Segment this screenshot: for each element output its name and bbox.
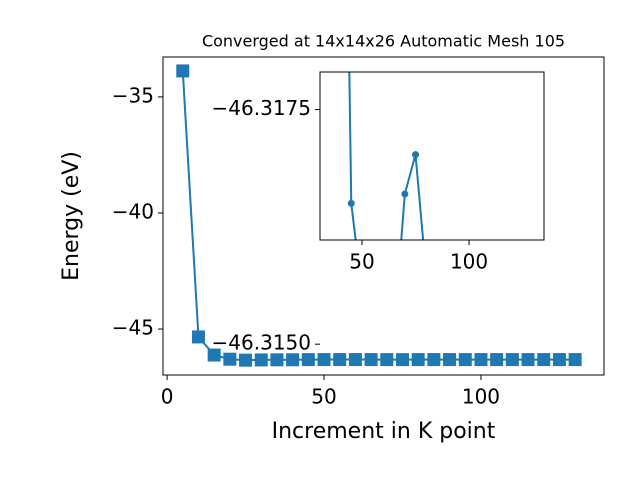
x-tick-label: 50 [311,385,336,409]
data-point [347,199,355,207]
data-point [443,353,457,367]
data-point [176,64,190,78]
y-tick-label: −45 [112,316,154,340]
y-tick-label: −40 [112,199,154,223]
plot-frame [162,56,605,376]
data-point [395,353,409,367]
plot-background [320,72,544,240]
data-point [191,330,205,344]
data-point [380,392,387,399]
data-point [568,353,582,367]
data-point [412,151,420,159]
data-point [537,353,551,367]
data-point [490,353,504,367]
plot-frame [319,71,545,241]
y-tick-label: −35 [112,83,154,107]
x-tick-label: 100 [450,250,488,274]
data-point [521,353,535,367]
data-point [223,352,237,366]
x-axis-label: Increment in K point [272,419,496,444]
y-axis-label: Energy (eV) [59,151,84,281]
data-point [239,353,253,367]
data-point [369,378,376,385]
data-point [380,353,394,367]
data-point [364,353,378,367]
y-tick-label: −46.3150 [212,331,311,355]
plot: 50 100 −46.3175 −46.3150 [212,71,545,399]
data-point [286,353,300,367]
data-point [317,353,331,367]
x-tick-label: 100 [462,385,500,409]
y-tick-label: −46.3175 [212,96,311,120]
data-point [207,348,221,362]
data-point [411,353,425,367]
chart-title: Converged at 14x14x26 Automatic Mesh 105 [202,32,565,51]
data-point [270,353,284,367]
data-point [505,353,519,367]
data-point [552,353,566,367]
data-point [427,353,441,367]
data-point [401,190,409,198]
x-tick-label: 0 [161,385,174,409]
data-point [458,353,472,367]
data-point [474,353,488,367]
data-point [348,353,362,367]
data-point [254,353,268,367]
data-point [333,353,347,367]
x-tick-label: 50 [349,250,374,274]
data-point [301,353,315,367]
